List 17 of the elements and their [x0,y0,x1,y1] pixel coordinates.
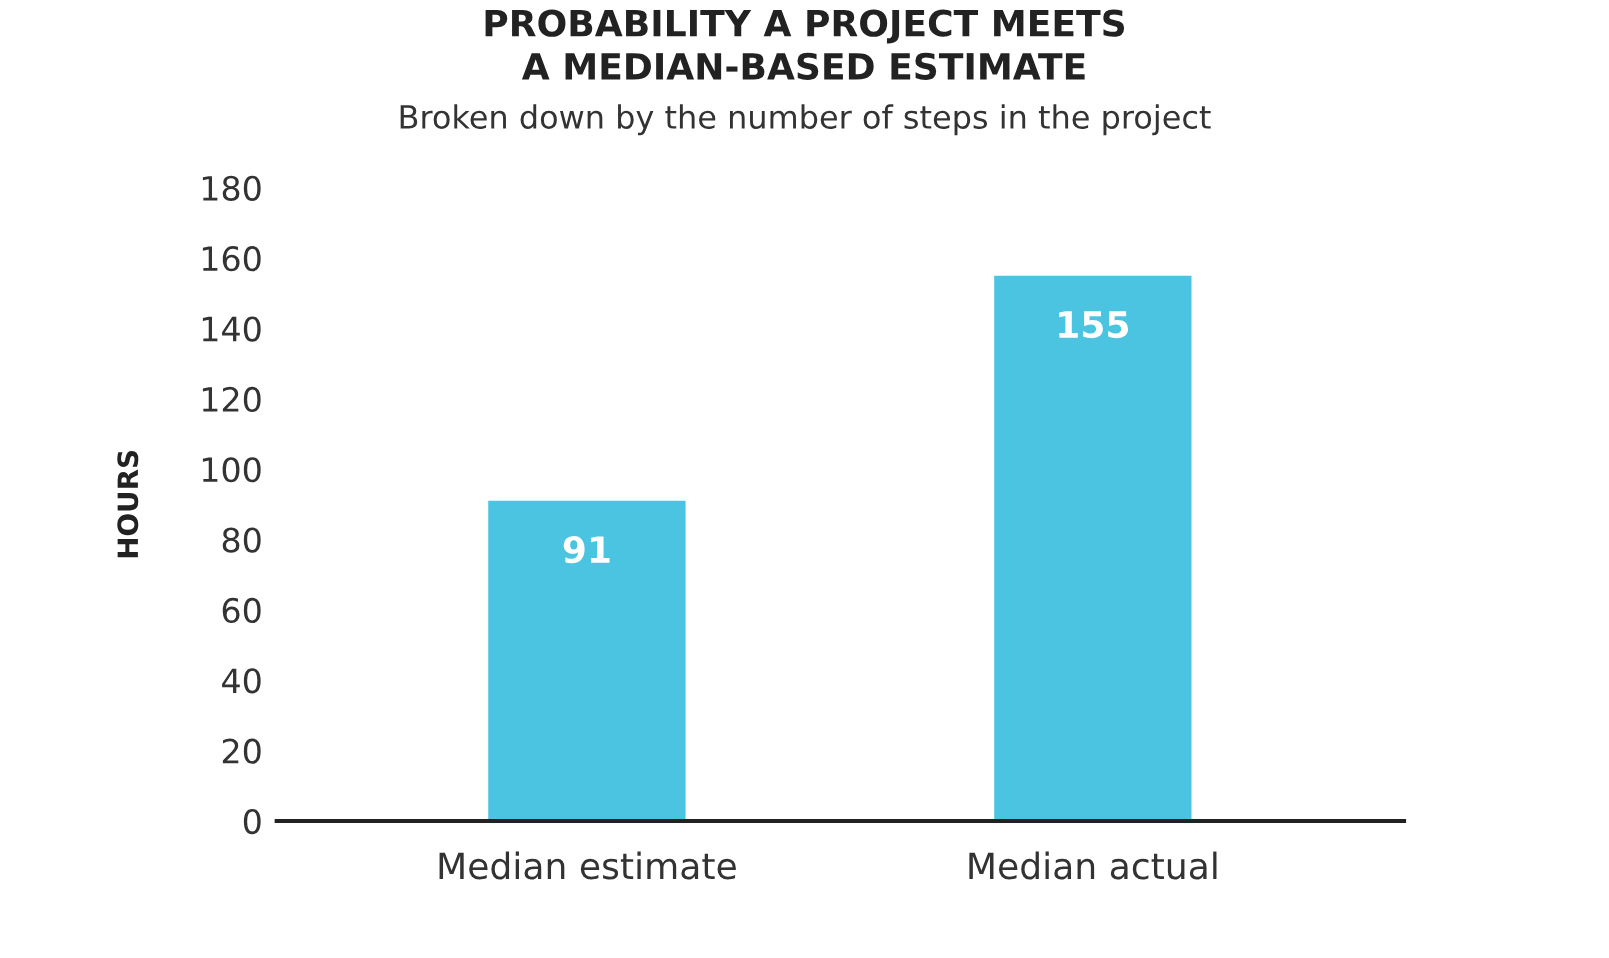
y-tick-label: 100 [202,457,261,483]
y-tick-label: 0 [243,808,261,835]
y-tick-label: 140 [202,316,261,342]
y-tick-label: 40 [222,668,261,694]
y-tick-label: 20 [222,738,261,764]
y-axis-title: HOURS [117,451,139,558]
y-tick-label: 180 [202,175,261,201]
y-tick-label: 60 [222,597,261,624]
data-label: 155 [1059,311,1129,339]
y-tick-label: 120 [202,386,261,412]
y-tick-label: 80 [222,527,261,553]
x-tick-label: Median actual [969,851,1217,880]
x-tick-label: Median estimate [439,851,736,880]
y-tick-label: 160 [202,246,261,272]
data-label: 91 [563,536,610,564]
chart-subtitle: Broken down by the number of steps in the project [400,104,1211,136]
chart-title: PROBABILITY A PROJECT MEETS A MEDIAN-BASED ESTIMATE [485,9,1125,80]
